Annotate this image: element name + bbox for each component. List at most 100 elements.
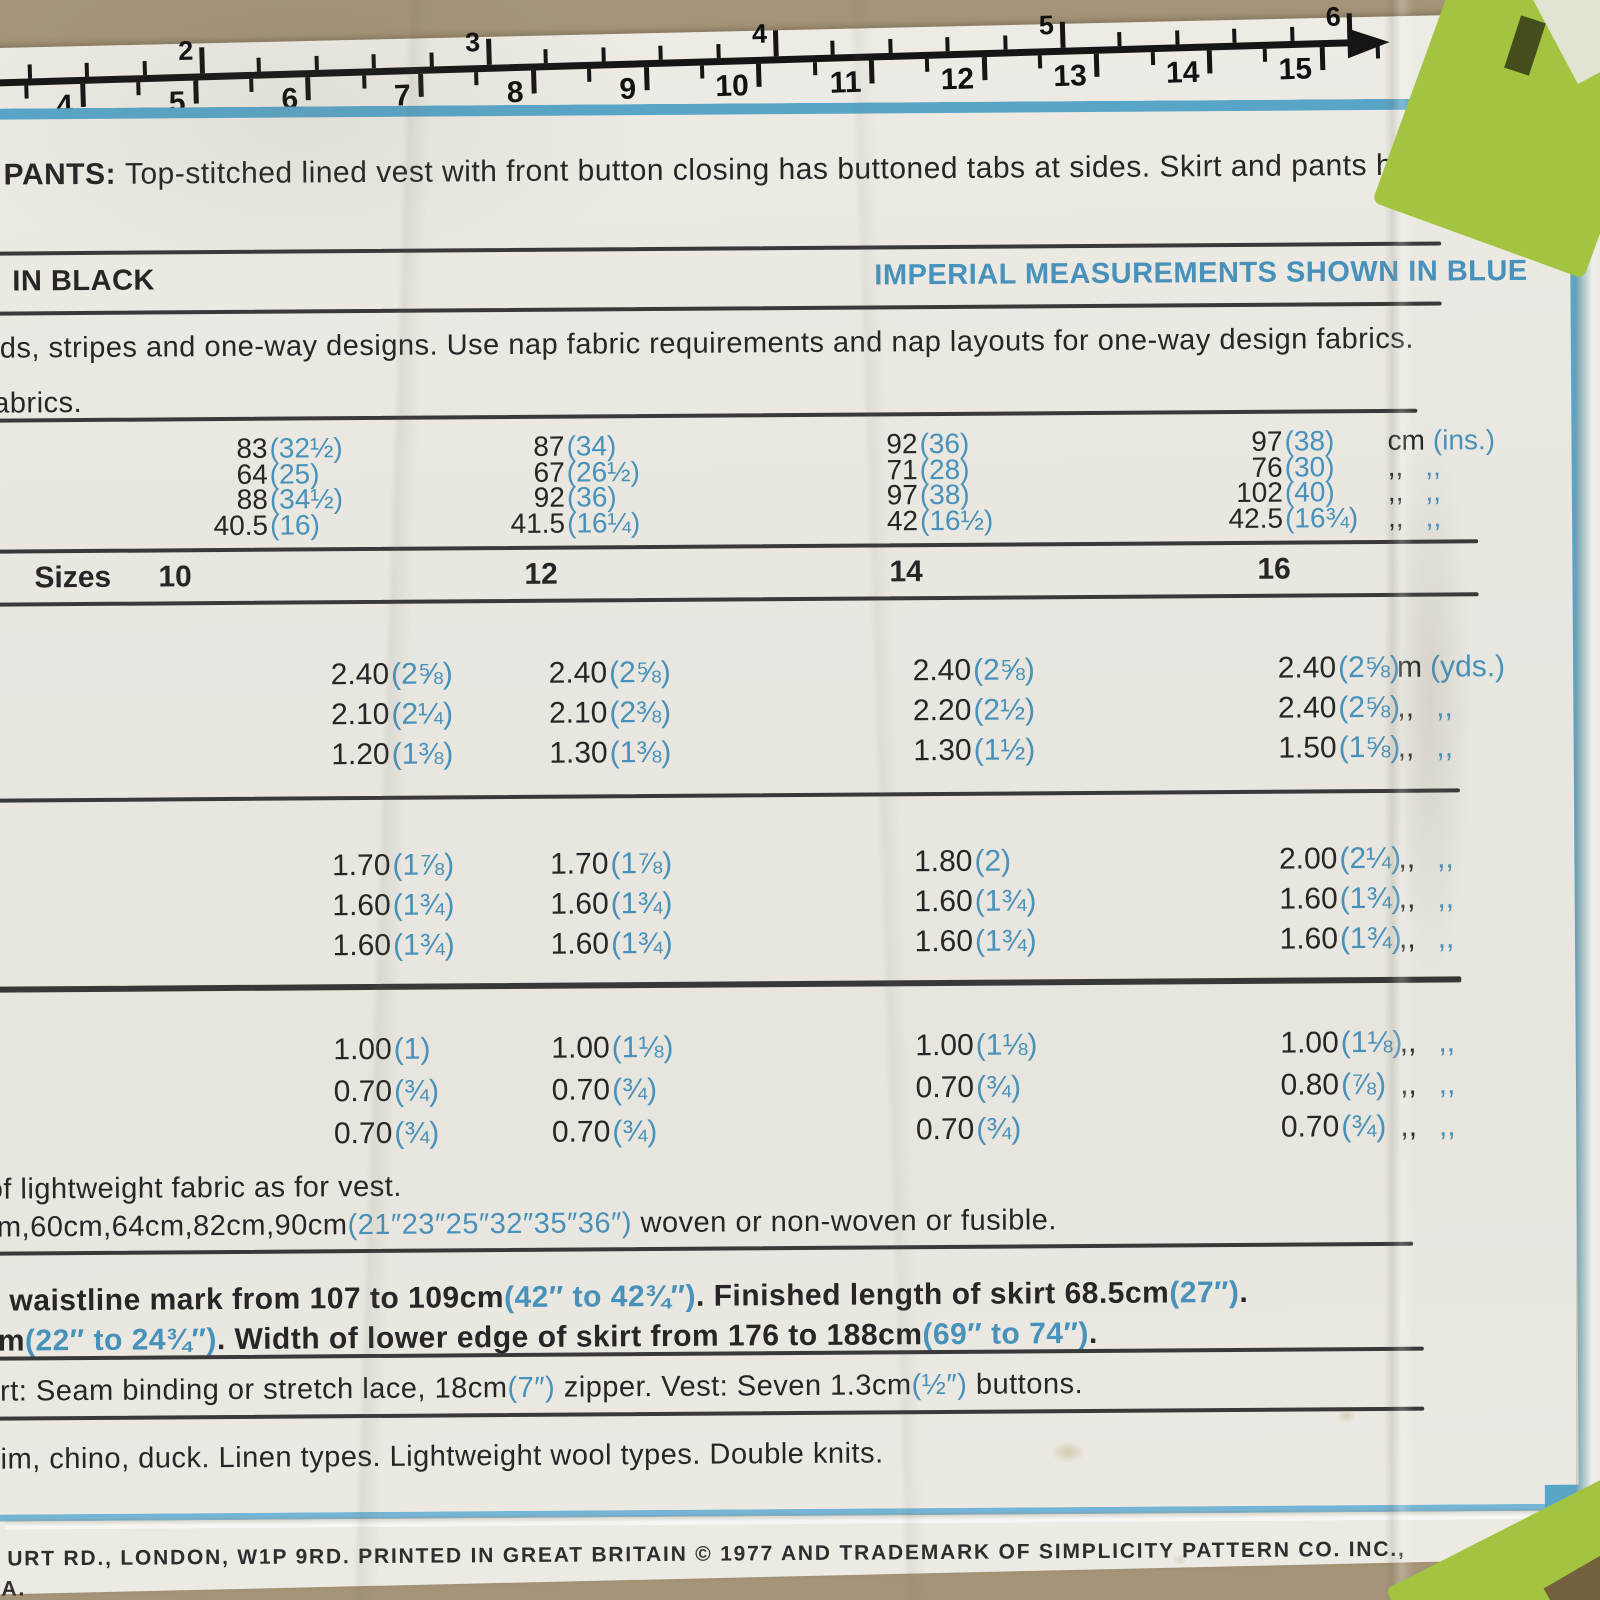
imperial-value: ,,: [1435, 690, 1453, 724]
metric-value: ,,: [1398, 921, 1416, 955]
imperial-value: (1¾): [1339, 881, 1402, 916]
metric-value: 2.10: [548, 696, 608, 730]
metric-value: 2.40: [548, 656, 608, 690]
value-cell: 1.70 (1⅞): [220, 848, 454, 884]
ruler-end-arrow: [1347, 27, 1391, 59]
imperial-value: (1¾): [610, 886, 673, 921]
metric-value: 1.70: [549, 847, 609, 881]
ruler-tick-inch: [199, 47, 205, 74]
value-cell: 2.40 (2⅝): [801, 653, 1035, 689]
imperial-value: ,,: [1436, 841, 1454, 875]
imperial-value: (1¾): [1339, 921, 1402, 956]
ruler-inch-label: 2: [177, 35, 194, 67]
ruler-cm-label: 14: [1165, 55, 1200, 90]
imperial-value: (¾): [612, 1115, 658, 1149]
metric-value: ,,: [1399, 1025, 1417, 1059]
imperial-value: ,,: [1438, 1025, 1456, 1059]
text-segment: (½″): [911, 1368, 968, 1402]
text-segment: (42″ to 42¾″): [503, 1279, 697, 1315]
ruler-inch-label: 4: [751, 18, 768, 50]
value-cell: 2.40 (2⅝): [437, 656, 671, 692]
text-segment: (22″ to 24¾″): [24, 1323, 218, 1358]
ruler-tick-cm: [530, 70, 537, 94]
ruler-tick-cm: [756, 63, 762, 87]
metric-value: 42: [886, 504, 919, 537]
metric-value: 1.00: [1280, 1026, 1339, 1060]
metric-value: 2.40: [1277, 651, 1337, 685]
unit-cell: ,,,,: [1398, 730, 1454, 764]
value-cell: 1.30 (1⅜): [438, 736, 672, 772]
imperial-value: (2⅝): [608, 655, 671, 690]
ruler-tick-quarter: [1232, 28, 1237, 43]
metric-value: 0.70: [333, 1074, 393, 1109]
value-cell: 0.70 (¾): [222, 1074, 440, 1111]
imperial-value: (1½): [973, 733, 1036, 767]
text-segment: buttons.: [967, 1368, 1084, 1401]
ruler-tick-quarter: [84, 62, 90, 77]
value-cell: 40.5 (16): [98, 509, 320, 543]
metric-value: 1.80: [913, 844, 973, 879]
value-cell: 2.40 (2⅝): [1166, 691, 1400, 727]
ruler-tick-quarter: [658, 45, 663, 60]
imperial-value: (2¼): [1339, 841, 1402, 876]
ruler-tick-half-cm: [587, 68, 592, 82]
sizes-label: Sizes: [34, 560, 112, 595]
value-cell: 1.80 (2): [802, 845, 1011, 880]
metric-value: 0.70: [915, 1070, 975, 1105]
value-cell: 0.70 (¾): [222, 1117, 440, 1153]
size-14-label: 14: [889, 555, 923, 589]
imperial-value: (¾): [975, 1070, 1022, 1104]
suggested-fabrics-note: im, chino, duck. Linen types. Lightweigh…: [0, 1437, 884, 1476]
value-cell: 1.60 (1¾): [221, 888, 455, 924]
value-cell: 1.20 (1⅜): [220, 737, 454, 773]
value-cell: 0.70 (¾): [1169, 1109, 1387, 1146]
ruler-tick-quarter: [601, 47, 606, 62]
metric-value: 0.70: [551, 1073, 611, 1107]
imperial-value: (1⅛): [1340, 1025, 1403, 1060]
ruler-tick-inch: [1059, 21, 1066, 48]
value-cell: 42.5 (16¾): [1113, 502, 1358, 536]
text-segment: .: [1239, 1275, 1249, 1309]
metric-value: 1.60: [914, 924, 974, 959]
ruler-tick-half-cm: [924, 58, 930, 72]
metric-value: 1.60: [550, 927, 610, 961]
imperial-value: (16): [269, 509, 320, 541]
value-cell: 1.00 (1⅛): [804, 1028, 1038, 1064]
text-segment: .: [1088, 1316, 1098, 1350]
imperial-banner-label: IMPERIAL MEASUREMENTS SHOWN IN BLUE: [874, 254, 1528, 292]
metric-value: 2.40: [912, 653, 972, 688]
text-segment: . Finished length of skirt 68.5cm: [695, 1276, 1170, 1313]
unit-cell: ,,,,: [1400, 1025, 1456, 1059]
metric-value: 1.60: [332, 888, 391, 923]
ruler-cm-label: 10: [714, 69, 750, 104]
text-segment: rt: Seam binding or stretch lace, 18cm: [0, 1372, 508, 1408]
metric-value: 1.60: [1279, 882, 1338, 916]
ruler-tick-cm: [192, 80, 199, 104]
value-cell: 2.20 (2½): [801, 693, 1035, 729]
ruler-tick-quarter: [543, 49, 548, 64]
metric-value: 1.30: [549, 736, 608, 770]
value-cell: 0.70 (¾): [804, 1112, 1022, 1148]
imperial-value: (1⅞): [610, 846, 673, 881]
unit-cell: ,,,,: [1388, 501, 1441, 533]
metric-value: ,,: [1399, 1067, 1417, 1101]
imperial-value: (16¾): [1284, 501, 1359, 534]
metric-value: 1.20: [331, 737, 390, 772]
imperial-value: (1): [393, 1032, 431, 1066]
ruler-inch-label: 6: [1325, 1, 1342, 32]
unit-cell: ,,,,: [1400, 1109, 1456, 1143]
value-cell: 2.10 (2¼): [219, 697, 453, 733]
ruler-tick-quarter: [314, 55, 319, 70]
metric-value: 42.5: [1228, 502, 1284, 534]
ruler-tick-half-cm: [812, 62, 818, 76]
ruler-tick-half-cm: [24, 85, 29, 99]
ruler-tick-quarter: [1117, 32, 1122, 47]
text-segment: (27″): [1169, 1275, 1240, 1310]
size-10-label: 10: [158, 560, 192, 594]
imperial-value: (¾): [1341, 1109, 1387, 1144]
value-cell: 0.70 (¾): [440, 1115, 658, 1151]
ruler-tick-cm: [643, 67, 650, 91]
metric-value: 40.5: [213, 509, 269, 541]
nap-note-line2: abrics.: [0, 387, 83, 420]
imperial-value: (1⅜): [609, 735, 672, 770]
